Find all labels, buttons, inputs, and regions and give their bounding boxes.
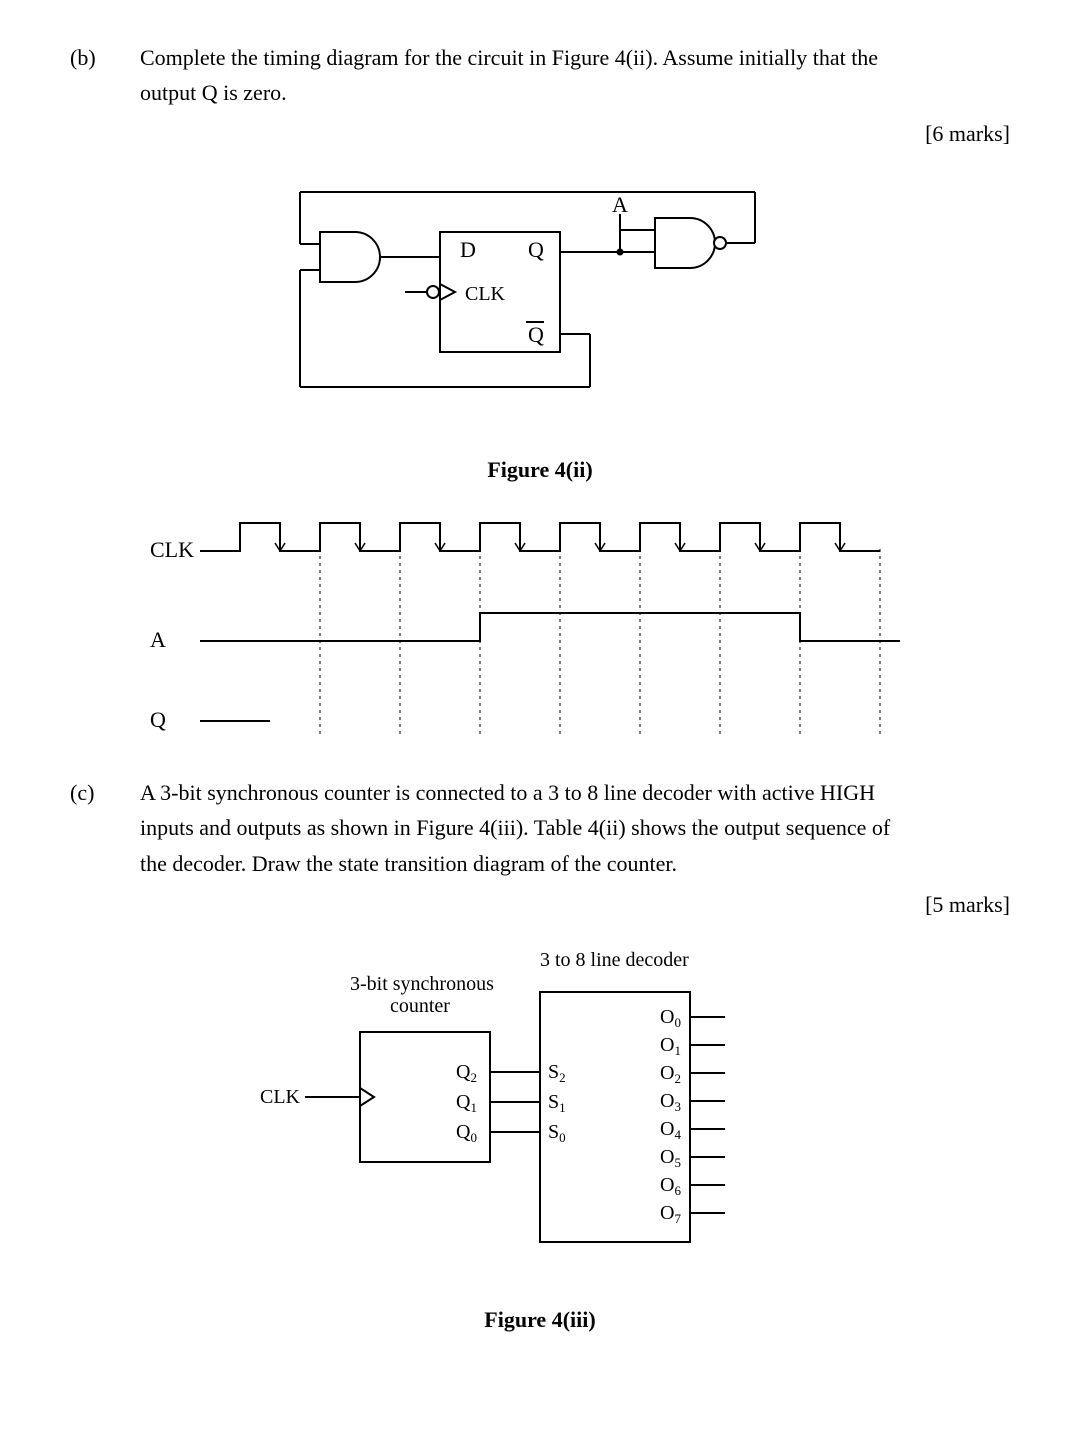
part-c-body: A 3-bit synchronous counter is connected… [140,775,1010,881]
part-c-text1: A 3-bit synchronous counter is connected… [140,775,1010,810]
part-b-label: (b) [70,40,140,75]
svg-text:O7: O7 [660,1202,681,1226]
part-c-text3: the decoder. Draw the state transition d… [140,846,1010,881]
svg-text:O1: O1 [660,1034,681,1058]
label-a: A [612,192,628,217]
part-b-text1: Complete the timing diagram for the circ… [140,40,1010,75]
part-c-label: (c) [70,775,140,810]
part-b-text2: output Q is zero. [140,75,1010,110]
svg-text:A: A [150,627,166,652]
fig4ii-svg: D Q Q CLK [260,172,820,432]
figure-4ii: D Q Q CLK [70,172,1010,442]
svg-text:3-bit synchronous: 3-bit synchronous [350,973,494,995]
svg-text:O4: O4 [660,1118,681,1142]
label-d: D [460,237,476,262]
svg-text:Q: Q [150,707,166,732]
svg-text:O5: O5 [660,1146,681,1170]
fig4iii-caption: Figure 4(iii) [70,1302,1010,1337]
figure-4iii: 3 to 8 line decoder 3-bit synchronouscoun… [70,942,1010,1292]
timing-svg: CLK A Q [140,511,960,741]
part-b-marks: [6 marks] [70,116,1010,151]
fig4ii-caption: Figure 4(ii) [70,452,1010,487]
part-b-row: (b) Complete the timing diagram for the … [70,40,1010,110]
svg-text:O3: O3 [660,1090,681,1114]
svg-text:Q1: Q1 [456,1091,477,1115]
part-c-marks: [5 marks] [70,887,1010,922]
svg-text:O6: O6 [660,1174,681,1198]
label-clk: CLK [465,283,506,305]
part-c-text2: inputs and outputs as shown in Figure 4(… [140,810,1010,845]
svg-text:3 to 8 line decoder: 3 to 8 line decoder [540,949,689,971]
svg-text:CLK: CLK [260,1086,301,1108]
label-qbar: Q [528,322,544,347]
svg-text:S2: S2 [548,1061,566,1085]
label-q: Q [528,237,544,262]
page: (b) Complete the timing diagram for the … [0,0,1080,1440]
part-b-body: Complete the timing diagram for the circ… [140,40,1010,110]
fig4iii-svg: 3 to 8 line decoder 3-bit synchronouscoun… [240,942,840,1282]
svg-text:O0: O0 [660,1006,681,1030]
svg-text:S1: S1 [548,1091,566,1115]
timing-diagram: CLK A Q [140,511,1010,751]
svg-text:CLK: CLK [150,537,194,562]
svg-text:Q0: Q0 [456,1121,477,1145]
svg-text:Q2: Q2 [456,1061,477,1085]
svg-text:counter: counter [390,995,450,1017]
part-c-row: (c) A 3-bit synchronous counter is conne… [70,775,1010,881]
svg-text:S0: S0 [548,1121,566,1145]
svg-text:O2: O2 [660,1062,681,1086]
